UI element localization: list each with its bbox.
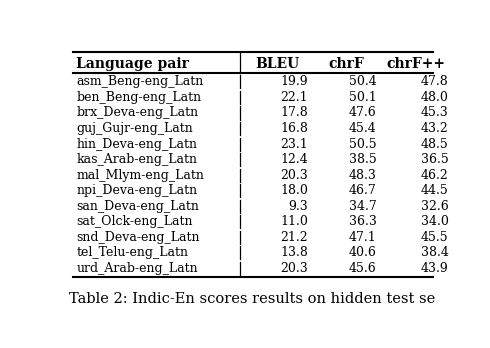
Text: 17.8: 17.8 bbox=[280, 106, 308, 119]
Text: sat_Olck-eng_Latn: sat_Olck-eng_Latn bbox=[76, 215, 193, 228]
Text: Language pair: Language pair bbox=[76, 56, 189, 71]
Text: san_Deva-eng_Latn: san_Deva-eng_Latn bbox=[76, 200, 199, 213]
Text: 34.0: 34.0 bbox=[421, 215, 448, 228]
Text: chrF++: chrF++ bbox=[387, 56, 446, 71]
Text: 16.8: 16.8 bbox=[280, 122, 308, 135]
Text: 21.2: 21.2 bbox=[280, 231, 308, 244]
Text: 50.1: 50.1 bbox=[349, 91, 376, 104]
Text: 9.3: 9.3 bbox=[288, 200, 308, 213]
Text: 46.7: 46.7 bbox=[349, 184, 376, 197]
Text: 38.5: 38.5 bbox=[349, 153, 376, 166]
Text: 20.3: 20.3 bbox=[280, 262, 308, 275]
Text: tel_Telu-eng_Latn: tel_Telu-eng_Latn bbox=[76, 246, 189, 259]
Text: asm_Beng-eng_Latn: asm_Beng-eng_Latn bbox=[76, 76, 204, 88]
Text: 20.3: 20.3 bbox=[280, 169, 308, 182]
Text: snd_Deva-eng_Latn: snd_Deva-eng_Latn bbox=[76, 231, 200, 244]
Text: 43.2: 43.2 bbox=[421, 122, 448, 135]
Text: mal_Mlym-eng_Latn: mal_Mlym-eng_Latn bbox=[76, 169, 204, 182]
Text: Table 2: Indic-En scores results on hidden test se: Table 2: Indic-En scores results on hidd… bbox=[69, 292, 435, 306]
Text: 36.3: 36.3 bbox=[348, 215, 376, 228]
Text: 45.6: 45.6 bbox=[349, 262, 376, 275]
Text: 47.1: 47.1 bbox=[349, 231, 376, 244]
Text: ben_Beng-eng_Latn: ben_Beng-eng_Latn bbox=[76, 91, 201, 104]
Text: 43.9: 43.9 bbox=[421, 262, 448, 275]
Text: brx_Deva-eng_Latn: brx_Deva-eng_Latn bbox=[76, 106, 198, 119]
Text: 38.4: 38.4 bbox=[421, 246, 448, 259]
Text: urd_Arab-eng_Latn: urd_Arab-eng_Latn bbox=[76, 262, 198, 275]
Text: 22.1: 22.1 bbox=[280, 91, 308, 104]
Text: 47.6: 47.6 bbox=[349, 106, 376, 119]
Text: 32.6: 32.6 bbox=[421, 200, 448, 213]
Text: 45.5: 45.5 bbox=[421, 231, 448, 244]
Text: 36.5: 36.5 bbox=[421, 153, 448, 166]
Text: 46.2: 46.2 bbox=[421, 169, 448, 182]
Text: 47.8: 47.8 bbox=[421, 76, 448, 88]
Text: 45.3: 45.3 bbox=[421, 106, 448, 119]
Text: chrF: chrF bbox=[328, 56, 364, 71]
Text: 23.1: 23.1 bbox=[280, 137, 308, 151]
Text: 44.5: 44.5 bbox=[421, 184, 448, 197]
Text: 13.8: 13.8 bbox=[280, 246, 308, 259]
Text: 50.4: 50.4 bbox=[349, 76, 376, 88]
Text: 48.5: 48.5 bbox=[421, 137, 448, 151]
Text: 40.6: 40.6 bbox=[348, 246, 376, 259]
Text: guj_Gujr-eng_Latn: guj_Gujr-eng_Latn bbox=[76, 122, 193, 135]
Text: 12.4: 12.4 bbox=[280, 153, 308, 166]
Text: 11.0: 11.0 bbox=[280, 215, 308, 228]
Text: 19.9: 19.9 bbox=[280, 76, 308, 88]
Text: hin_Deva-eng_Latn: hin_Deva-eng_Latn bbox=[76, 137, 197, 151]
Text: 50.5: 50.5 bbox=[349, 137, 376, 151]
Text: 18.0: 18.0 bbox=[280, 184, 308, 197]
Text: kas_Arab-eng_Latn: kas_Arab-eng_Latn bbox=[76, 153, 197, 166]
Text: BLEU: BLEU bbox=[256, 56, 300, 71]
Text: 48.0: 48.0 bbox=[421, 91, 448, 104]
Text: 48.3: 48.3 bbox=[348, 169, 376, 182]
Text: 45.4: 45.4 bbox=[349, 122, 376, 135]
Text: npi_Deva-eng_Latn: npi_Deva-eng_Latn bbox=[76, 184, 197, 197]
Text: 34.7: 34.7 bbox=[349, 200, 376, 213]
